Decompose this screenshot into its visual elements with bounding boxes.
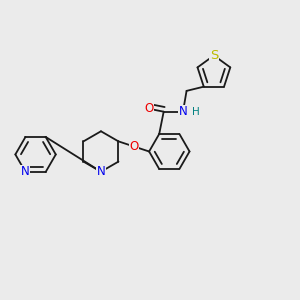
Text: H: H [192, 107, 199, 117]
Text: N: N [21, 166, 30, 178]
Text: S: S [210, 49, 218, 62]
Text: O: O [129, 140, 138, 153]
Text: N: N [97, 165, 105, 178]
Text: N: N [178, 105, 188, 118]
Text: O: O [144, 102, 153, 115]
